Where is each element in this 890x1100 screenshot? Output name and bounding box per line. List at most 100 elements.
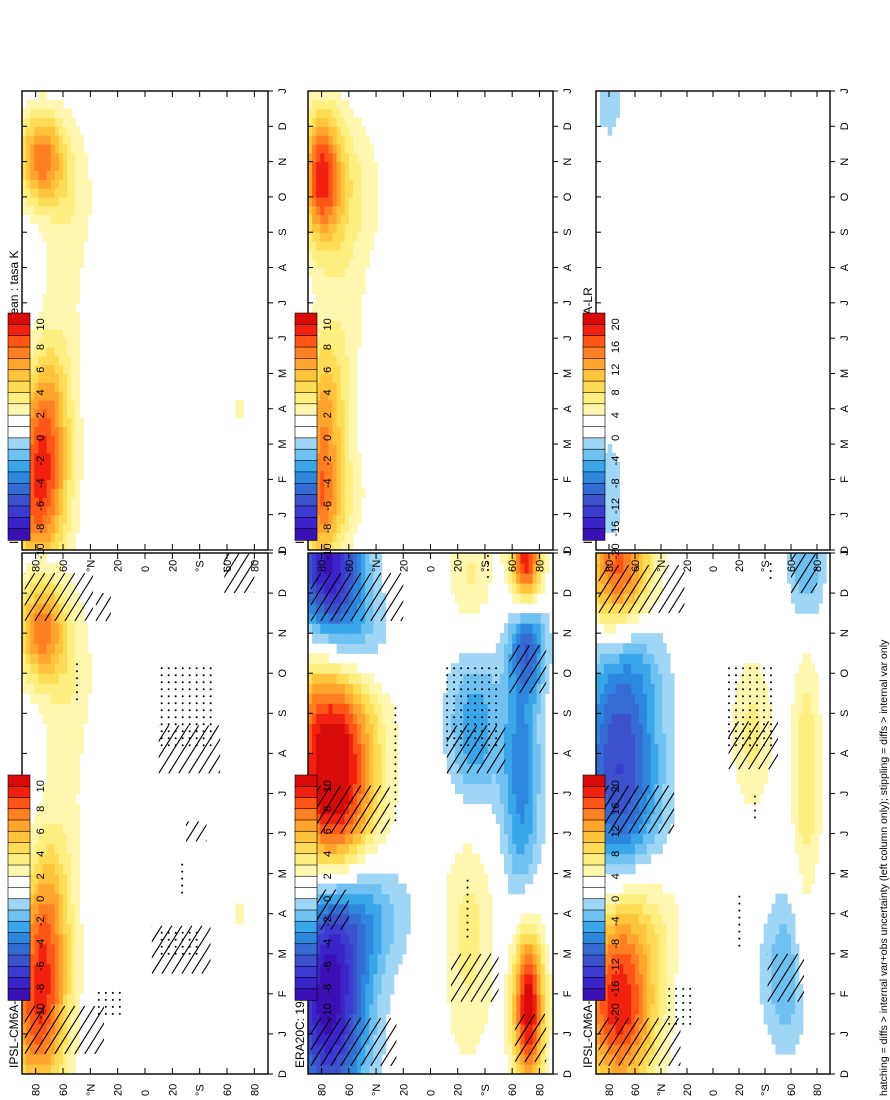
lat-tick-label: 60	[58, 560, 70, 572]
field-r2c2	[308, 91, 553, 550]
colorbar-swatch	[582, 932, 606, 945]
colorbar-swatch	[7, 448, 31, 462]
colorbar-swatch	[294, 853, 318, 866]
colorbar-swatch	[294, 505, 318, 519]
colorbar-swatch	[582, 853, 606, 866]
hatching	[310, 1017, 397, 1066]
month-tick-label: D	[277, 122, 289, 130]
colorbar-swatch	[582, 482, 606, 496]
colorbar-swatch	[7, 842, 31, 855]
month-tick-label: J	[277, 335, 289, 341]
lat-tick-label: 80	[317, 1084, 329, 1096]
lat-tick-label: °N	[656, 560, 668, 572]
colorbar-label: -16	[610, 521, 622, 537]
month-tick-label: N	[839, 629, 851, 637]
colorbar-label: -8	[322, 524, 334, 534]
colorbar-swatch	[582, 471, 606, 484]
lat-tick-label: 80	[317, 560, 329, 572]
month-tick-label: O	[277, 669, 289, 678]
month-tick-label: M	[562, 869, 574, 878]
colorbar-c20: 20 16 12 8 4 0 -4 -8 -12 -16 -20	[582, 312, 622, 559]
month-tick-label: M	[839, 439, 851, 448]
colorbar-label: -8	[35, 984, 47, 994]
colorbar-label: -10	[35, 1003, 47, 1019]
colorbar-label: -10	[322, 543, 334, 559]
month-tick-label: J	[839, 550, 851, 556]
colorbar-swatch	[582, 448, 606, 462]
footnote: hatching = diffs > internal var+obs unce…	[878, 639, 890, 1096]
colorbar-swatch	[7, 774, 31, 787]
colorbar-label: 10	[322, 780, 334, 792]
colorbar-label: 2	[35, 873, 47, 879]
stippling	[466, 879, 469, 938]
field-r1c1	[22, 553, 268, 1074]
colorbar-swatch	[582, 324, 606, 337]
lat-tick-label: 80	[534, 1084, 546, 1096]
colorbar-swatch	[582, 887, 606, 900]
colorbar-c10: 10 8 6 4 2 0 -2 -4 -6 -8 -10	[7, 312, 47, 559]
colorbar-swatch	[582, 977, 606, 990]
colorbar-swatch	[7, 808, 31, 821]
colorbar-label: 0	[35, 435, 47, 441]
stippling	[394, 707, 397, 822]
lat-tick-label: 80	[534, 560, 546, 572]
colorbar-swatch	[294, 392, 318, 405]
lat-tick-label: 20	[113, 560, 125, 572]
month-tick-label: M	[839, 869, 851, 878]
field-r3c1	[596, 553, 830, 1074]
colorbar-label: -2	[35, 916, 47, 926]
month-tick-label: J	[839, 791, 851, 797]
colorbar-swatch	[7, 403, 31, 416]
month-tick-label: J	[839, 1031, 851, 1037]
colorbar-label: 10	[35, 318, 47, 330]
colorbar-swatch	[294, 528, 318, 541]
month-tick-label: N	[839, 158, 851, 166]
colorbar-label: -8	[610, 478, 622, 488]
colorbar-swatch	[7, 312, 31, 326]
stippling	[668, 987, 692, 1025]
colorbar-swatch	[7, 369, 31, 382]
month-tick-label: J	[277, 512, 289, 518]
month-tick-label: A	[562, 404, 574, 412]
colorbar-swatch	[7, 853, 31, 866]
colorbar-label: 4	[322, 389, 334, 395]
colorbar-label: 4	[35, 851, 47, 857]
lat-tick-label: 60	[58, 1084, 70, 1096]
lat-tick-label: 80	[31, 1084, 43, 1096]
hatching	[767, 953, 804, 1002]
lat-tick-label: °S	[760, 1084, 772, 1096]
lat-tick-label: 60	[786, 1084, 798, 1096]
colorbar-label: 4	[610, 873, 622, 879]
colorbar-label: 2	[322, 873, 334, 879]
colorbar-swatch	[7, 909, 31, 922]
colorbar-swatch	[294, 414, 318, 428]
colorbar-c10: 10 8 6 4 2 0 -2 -4 -6 -8 -10	[7, 774, 47, 1019]
colorbar-label: 6	[322, 828, 334, 834]
month-tick-label: F	[839, 476, 851, 483]
colorbar-swatch	[7, 954, 31, 967]
lat-tick-label: 20	[453, 560, 465, 572]
colorbar-swatch	[582, 988, 606, 1001]
month-tick-label: N	[277, 629, 289, 637]
colorbar-swatch	[582, 516, 606, 530]
colorbar-label: 16	[610, 341, 622, 353]
colorbar-swatch	[7, 977, 31, 990]
colorbar-label: 6	[35, 828, 47, 834]
lat-tick-label: °S	[760, 560, 772, 572]
month-tick-label: N	[562, 629, 574, 637]
hatching	[158, 725, 221, 774]
colorbar-label: -10	[35, 543, 47, 559]
month-tick-label: J	[562, 791, 574, 797]
lat-tick-label: 0	[708, 1090, 720, 1096]
month-tick-label: D	[562, 546, 574, 554]
colorbar-swatch	[582, 797, 606, 810]
panel-r1c2: 8060°N20020°S6080DJFMAMJJASONDJIPSL-CM6A…	[7, 88, 289, 572]
colorbar-swatch	[294, 774, 318, 787]
month-tick-label: M	[562, 369, 574, 378]
colorbar-label: -4	[322, 939, 334, 949]
colorbar-swatch	[294, 403, 318, 416]
stippling	[486, 555, 489, 578]
colorbar-label: -10	[322, 1003, 334, 1019]
lat-tick-label: °N	[85, 560, 97, 572]
colorbar-swatch	[582, 460, 606, 473]
